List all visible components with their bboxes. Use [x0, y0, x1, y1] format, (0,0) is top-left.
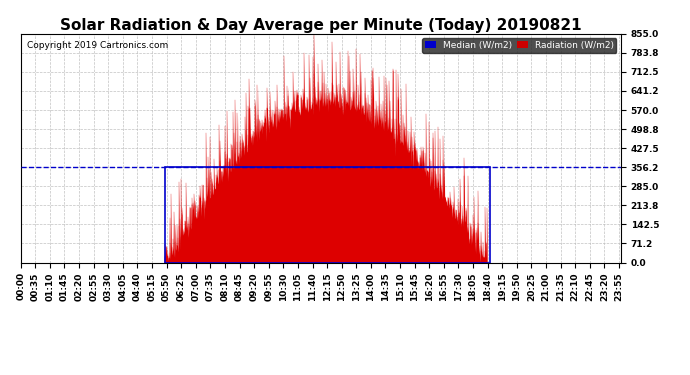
Bar — [164, 167, 490, 262]
Title: Solar Radiation & Day Average per Minute (Today) 20190821: Solar Radiation & Day Average per Minute… — [60, 18, 582, 33]
Text: Copyright 2019 Cartronics.com: Copyright 2019 Cartronics.com — [27, 40, 168, 50]
Legend: Median (W/m2), Radiation (W/m2): Median (W/m2), Radiation (W/m2) — [422, 38, 616, 53]
